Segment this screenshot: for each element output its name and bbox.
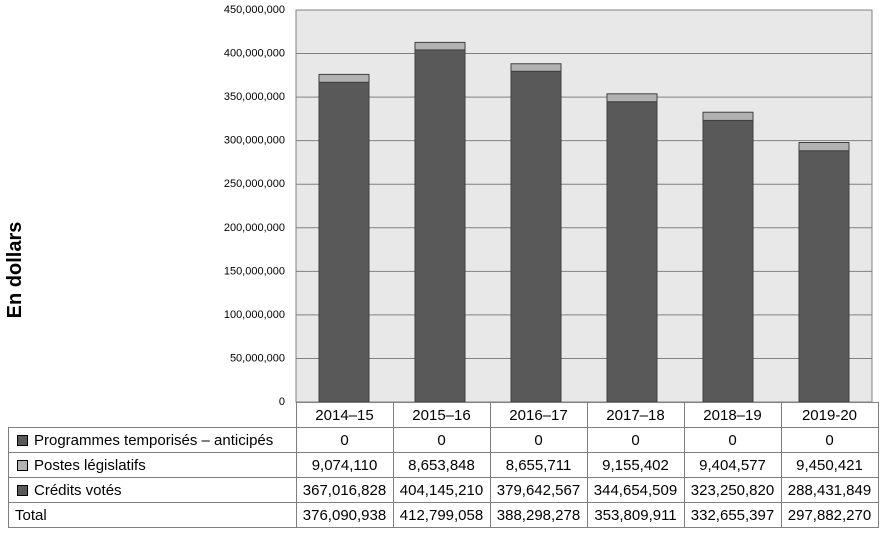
data-label: 0 [295,427,394,453]
bar-segment [702,111,754,121]
bar-segment [702,119,754,403]
series-name: Total [15,506,47,524]
data-label: 0 [683,427,782,453]
legend-swatch-icon [17,459,28,471]
y-tick-label: 200,000,000 [224,222,285,234]
category-label: 2016–17 [489,402,588,428]
y-tick-label: 350,000,000 [224,91,285,103]
category-label: 2017–18 [586,402,685,428]
gridlines [296,53,872,359]
y-tick-label: 0 [279,396,285,408]
bar-segment [510,70,562,403]
data-label: 388,298,278 [489,502,588,528]
bar-segment [318,73,370,83]
data-label: 9,404,577 [683,452,782,478]
table-corner [8,402,297,428]
y-tick-label: 150,000,000 [224,265,285,277]
data-label: 9,155,402 [586,452,685,478]
data-label: 404,145,210 [392,477,491,503]
row-header: Crédits votés [8,477,297,503]
y-tick-label: 400,000,000 [224,48,285,60]
data-label: 379,642,567 [489,477,588,503]
y-axis-title: En dollars [4,222,26,319]
row-header: Total [8,502,297,528]
bar-segment [606,93,658,103]
data-label: 288,431,849 [780,477,879,503]
bars [318,41,850,403]
y-tick-label: 250,000,000 [224,178,285,190]
data-label: 412,799,058 [392,502,491,528]
legend-swatch-icon [17,484,28,496]
bar-segment [318,81,370,403]
table-row-postes: Postes législatifs 9,074,110 8,653,848 8… [8,452,879,478]
series-name: Crédits votés [34,481,122,499]
data-label: 8,653,848 [392,452,491,478]
data-label: 297,882,270 [780,502,879,528]
bar-segment [798,142,850,152]
bar-segment [606,101,658,403]
category-label: 2019-20 [780,402,879,428]
table-row-total: Total 376,090,938 412,799,058 388,298,27… [8,502,879,528]
data-label: 8,655,711 [489,452,588,478]
row-header: Programmes temporisés – anticipés [8,427,297,453]
data-table: 2014–15 2015–16 2016–17 2017–18 2018–19 … [8,402,879,528]
data-label: 0 [392,427,491,453]
bar-segment [414,49,466,403]
data-label: 9,450,421 [780,452,879,478]
data-label: 367,016,828 [295,477,394,503]
data-label: 0 [780,427,879,453]
category-row: 2014–15 2015–16 2016–17 2017–18 2018–19 … [8,402,879,428]
y-tick-label: 100,000,000 [224,309,285,321]
data-label: 344,654,509 [586,477,685,503]
data-label: 9,074,110 [295,452,394,478]
category-label: 2014–15 [295,402,394,428]
bar-segment [414,41,466,51]
data-label: 353,809,911 [586,502,685,528]
y-tick-label: 50,000,000 [230,352,285,364]
plot-area [295,9,873,403]
row-header: Postes législatifs [8,452,297,478]
bar-segment [798,150,850,403]
data-label: 0 [489,427,588,453]
table-row-programmes: Programmes temporisés – anticipés 0 0 0 … [8,427,879,453]
y-tick-label: 450,000,000 [224,4,285,16]
series-name: Programmes temporisés – anticipés [34,431,274,449]
series-name: Postes législatifs [34,456,146,474]
data-label: 376,090,938 [295,502,394,528]
y-axis-ticks: 0 50,000,000 100,000,000 150,000,000 200,000… [224,4,285,408]
legend-swatch-icon [17,434,28,446]
y-tick-label: 300,000,000 [224,135,285,147]
data-label: 332,655,397 [683,502,782,528]
category-label: 2018–19 [683,402,782,428]
data-label: 323,250,820 [683,477,782,503]
bar-segment [510,63,562,72]
data-label: 0 [586,427,685,453]
table-row-credits: Crédits votés 367,016,828 404,145,210 37… [8,477,879,503]
category-label: 2015–16 [392,402,491,428]
